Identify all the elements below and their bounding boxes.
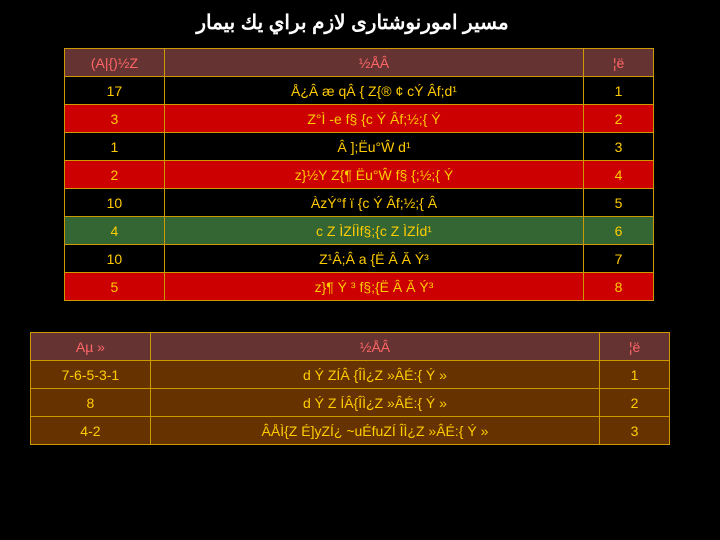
cell: 2 bbox=[65, 161, 165, 189]
cell: 4 bbox=[65, 217, 165, 245]
cell: 4-2 bbox=[31, 417, 151, 445]
cell: 3 bbox=[65, 105, 165, 133]
cell: 7 bbox=[584, 245, 654, 273]
table-row: 10 Z¹Â;Â a {Ë Â Ă Ý³ 7 bbox=[65, 245, 654, 273]
cell: ÀzÝ°f ï {c Ý Âf;½;{ Â bbox=[164, 189, 583, 217]
table-row: 3 Z°Ì -e f§ {c Ý Âf;½;{ Ý 2 bbox=[65, 105, 654, 133]
table-row: 8 d Ý Z ÍÂ{ÎÌ¿Z »ÂÉ:{ Ý » 2 bbox=[31, 389, 670, 417]
cell: 1 bbox=[65, 133, 165, 161]
cell: 8 bbox=[584, 273, 654, 301]
table-1: (A|{)½Z ½ÅÂ ¦ë 17 Å¿Â æ qÂ { Z{® ¢ cÝ Âf… bbox=[64, 48, 654, 301]
cell: 6 bbox=[584, 217, 654, 245]
cell: 10 bbox=[65, 189, 165, 217]
hdr-col3: ¦ë bbox=[584, 49, 654, 77]
table-row: 10 ÀzÝ°f ï {c Ý Âf;½;{ Â 5 bbox=[65, 189, 654, 217]
cell: c Z ÌZÍÌf§;{c Z ÌZÍd¹ bbox=[164, 217, 583, 245]
cell: 3 bbox=[584, 133, 654, 161]
hdr-col2: ½ÅÂ bbox=[150, 333, 599, 361]
cell: 8 bbox=[31, 389, 151, 417]
table-header-row: (A|{)½Z ½ÅÂ ¦ë bbox=[65, 49, 654, 77]
table-row: 17 Å¿Â æ qÂ { Z{® ¢ cÝ Âf;d¹ 1 bbox=[65, 77, 654, 105]
hdr-col3: ¦ë bbox=[600, 333, 670, 361]
cell: 2 bbox=[600, 389, 670, 417]
table-row: 1 Â ];Ëu°Ŵ d¹ 3 bbox=[65, 133, 654, 161]
cell: 5 bbox=[65, 273, 165, 301]
cell: Z¹Â;Â a {Ë Â Ă Ý³ bbox=[164, 245, 583, 273]
cell: z}½Y Z{¶ Ëu°Ŵ f§ {;½;{ Ý bbox=[164, 161, 583, 189]
cell: d Ý Z ÍÂ{ÎÌ¿Z »ÂÉ:{ Ý » bbox=[150, 389, 599, 417]
cell: Â ];Ëu°Ŵ d¹ bbox=[164, 133, 583, 161]
cell: 10 bbox=[65, 245, 165, 273]
cell: Å¿Â æ qÂ { Z{® ¢ cÝ Âf;d¹ bbox=[164, 77, 583, 105]
hdr-col2: ½ÅÂ bbox=[164, 49, 583, 77]
hdr-col1: (A|{)½Z bbox=[65, 49, 165, 77]
cell: 4 bbox=[584, 161, 654, 189]
cell: 1 bbox=[600, 361, 670, 389]
cell: z}¶ Ý ³ f§;{Ë Â Ă Ý³ bbox=[164, 273, 583, 301]
cell: 3 bbox=[600, 417, 670, 445]
table-header-row: Aµ » ½ÅÂ ¦ë bbox=[31, 333, 670, 361]
table-row: 4 c Z ÌZÍÌf§;{c Z ÌZÍd¹ 6 bbox=[65, 217, 654, 245]
table-2: Aµ » ½ÅÂ ¦ë 7-6-5-3-1 d Ý ZÍÂ {ÎÌ¿Z »ÂÉ:… bbox=[30, 332, 670, 445]
table-row: 4-2 ÂÅÌ{Z É]yZÍ¿ ~uÉfuZÍ ÎÌ¿Z »ÂÉ:{ Ý » … bbox=[31, 417, 670, 445]
cell: 2 bbox=[584, 105, 654, 133]
table-row: 5 z}¶ Ý ³ f§;{Ë Â Ă Ý³ 8 bbox=[65, 273, 654, 301]
cell: 7-6-5-3-1 bbox=[31, 361, 151, 389]
cell: 17 bbox=[65, 77, 165, 105]
cell: Z°Ì -e f§ {c Ý Âf;½;{ Ý bbox=[164, 105, 583, 133]
cell: 1 bbox=[584, 77, 654, 105]
cell: ÂÅÌ{Z É]yZÍ¿ ~uÉfuZÍ ÎÌ¿Z »ÂÉ:{ Ý » bbox=[150, 417, 599, 445]
page-title: مسير امورنوشتاری لازم براي يك بيمار bbox=[135, 10, 570, 35]
cell: 5 bbox=[584, 189, 654, 217]
table-row: 7-6-5-3-1 d Ý ZÍÂ {ÎÌ¿Z »ÂÉ:{ Ý » 1 bbox=[31, 361, 670, 389]
table-row: 2 z}½Y Z{¶ Ëu°Ŵ f§ {;½;{ Ý 4 bbox=[65, 161, 654, 189]
cell: d Ý ZÍÂ {ÎÌ¿Z »ÂÉ:{ Ý » bbox=[150, 361, 599, 389]
hdr-col1: Aµ » bbox=[31, 333, 151, 361]
